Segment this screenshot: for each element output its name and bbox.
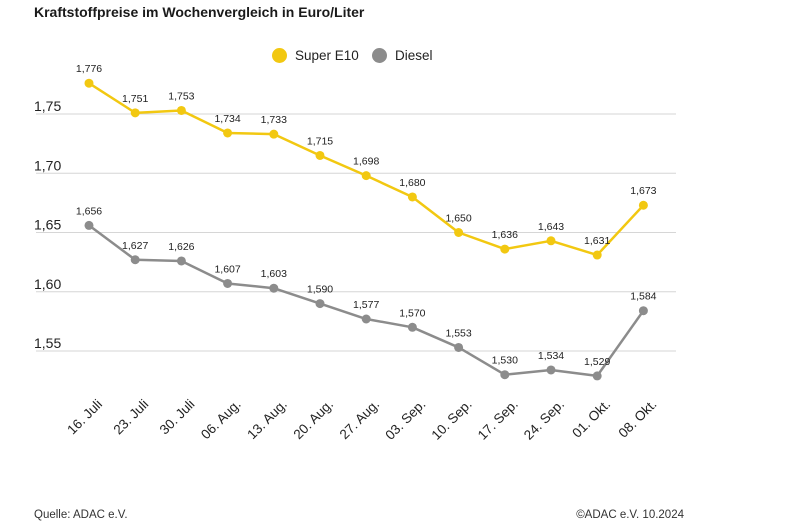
data-label: 1,636	[492, 229, 518, 241]
data-point	[454, 342, 464, 352]
data-point	[84, 78, 94, 88]
data-label: 1,584	[630, 291, 656, 303]
data-label: 1,631	[584, 235, 610, 247]
copyright-note: ©ADAC e.V. 10.2024	[576, 509, 684, 521]
data-point	[407, 192, 417, 202]
data-point	[361, 314, 371, 324]
data-label: 1,650	[445, 213, 471, 225]
legend-dot-diesel	[372, 48, 387, 63]
data-label: 1,603	[261, 268, 287, 280]
data-point	[130, 108, 140, 118]
data-point	[361, 171, 371, 181]
data-point	[546, 236, 556, 246]
legend-label-diesel: Diesel	[395, 48, 433, 63]
legend-dot-super-e10	[272, 48, 287, 63]
data-point	[315, 299, 325, 309]
x-tick-label: 06. Aug.	[198, 397, 244, 443]
data-label: 1,607	[214, 263, 240, 275]
x-tick-label: 17. Sep.	[475, 397, 521, 443]
data-label: 1,534	[538, 350, 564, 362]
y-tick-label: 1,70	[34, 157, 61, 173]
data-label: 1,570	[399, 307, 425, 319]
legend: Super E10 Diesel	[0, 48, 789, 72]
legend-label-super-e10: Super E10	[295, 48, 359, 63]
legend-item-diesel: Diesel	[372, 48, 433, 63]
data-point	[592, 371, 602, 381]
x-tick-label: 30. Juli	[157, 397, 198, 438]
data-label: 1,643	[538, 221, 564, 233]
data-label: 1,753	[168, 90, 194, 102]
data-label: 1,577	[353, 299, 379, 311]
x-tick-label: 23. Juli	[110, 397, 151, 438]
data-point	[84, 220, 94, 230]
data-point	[638, 306, 648, 316]
x-tick-label: 27. Aug.	[337, 397, 383, 443]
x-tick-label: 24. Sep.	[521, 397, 567, 443]
data-label: 1,673	[630, 185, 656, 197]
data-label: 1,656	[76, 205, 102, 217]
y-tick-label: 1,65	[34, 217, 61, 233]
data-point	[454, 228, 464, 237]
y-tick-label: 1,55	[34, 335, 61, 351]
data-label: 1,751	[122, 93, 148, 105]
data-point	[269, 129, 279, 139]
data-point	[407, 322, 417, 332]
x-tick-label: 03. Sep.	[382, 397, 428, 443]
y-tick-label: 1,75	[34, 98, 61, 114]
data-point	[500, 370, 510, 380]
x-tick-label: 13. Aug.	[244, 397, 290, 443]
data-label: 1,529	[584, 356, 610, 368]
data-point	[500, 244, 510, 254]
data-label: 1,590	[307, 284, 333, 296]
data-point	[176, 256, 186, 266]
data-label: 1,715	[307, 135, 333, 147]
data-label: 1,734	[214, 113, 240, 125]
data-point	[269, 283, 279, 293]
data-point	[223, 128, 233, 138]
x-tick-label: 01. Okt.	[569, 397, 613, 441]
data-point	[638, 200, 648, 210]
data-label: 1,698	[353, 156, 379, 168]
data-point	[315, 150, 325, 160]
data-point	[223, 278, 233, 288]
data-label: 1,776	[76, 63, 102, 75]
data-label: 1,627	[122, 240, 148, 252]
x-tick-label: 08. Okt.	[615, 397, 659, 441]
data-label: 1,680	[399, 177, 425, 189]
x-tick-label: 20. Aug.	[290, 397, 336, 443]
y-tick-label: 1,60	[34, 276, 61, 292]
data-point	[176, 105, 186, 115]
data-label: 1,553	[445, 327, 471, 339]
legend-item-super-e10: Super E10	[272, 48, 359, 63]
x-tick-label: 10. Sep.	[429, 397, 475, 443]
data-point	[130, 255, 140, 265]
chart-title: Kraftstoffpreise im Wochenvergleich in E…	[34, 4, 365, 20]
x-tick-label: 16. Juli	[64, 397, 105, 438]
data-point	[546, 365, 556, 375]
data-point	[592, 250, 602, 260]
data-label: 1,733	[261, 114, 287, 126]
data-label: 1,530	[492, 355, 518, 367]
data-label: 1,626	[168, 241, 194, 253]
source-note: Quelle: ADAC e.V.	[34, 509, 128, 521]
